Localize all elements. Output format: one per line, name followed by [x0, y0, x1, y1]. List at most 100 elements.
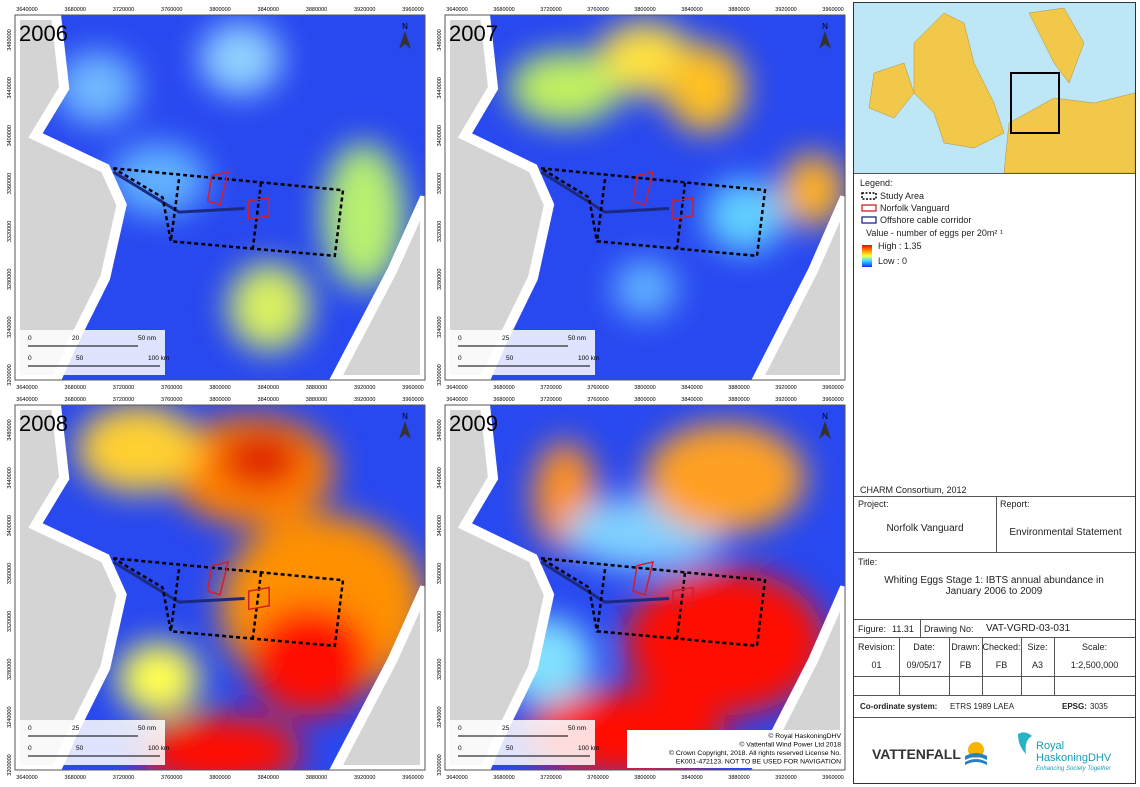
scale-label: 0 — [28, 355, 32, 362]
year-label: 2008 — [19, 411, 68, 436]
x-tick-label: 3960000 — [402, 385, 423, 391]
scale-label: 50 nm — [568, 335, 586, 342]
heat-blob — [665, 44, 745, 132]
title-row: Title: Whiting Eggs Stage 1: IBTS annual… — [854, 552, 1135, 619]
x-tick-label: 3640000 — [16, 7, 37, 13]
x-tick-label: 3720000 — [540, 7, 561, 13]
y-tick-label: 3440000 — [7, 77, 13, 98]
report: Environmental Statement — [996, 527, 1135, 538]
revision-header: Checked: — [982, 642, 1021, 652]
royal-logo: Royal — [1036, 740, 1064, 752]
x-tick-label: 3800000 — [634, 397, 655, 403]
y-tick-label: 3280000 — [437, 659, 443, 680]
y-tick-label: 3280000 — [437, 269, 443, 290]
x-tick-label: 3880000 — [728, 775, 749, 781]
x-tick-label: 3920000 — [354, 385, 375, 391]
haskoning-logo: HaskoningDHV — [1036, 752, 1111, 764]
y-tick-label: 3280000 — [7, 269, 13, 290]
x-tick-label: 3640000 — [446, 775, 467, 781]
label: Co-ordinate system: — [860, 702, 937, 711]
x-tick-label: 3640000 — [16, 775, 37, 781]
scale-label: 0 — [28, 725, 32, 732]
x-tick-label: 3880000 — [728, 7, 749, 13]
drawing-no: VAT-VGRD-03-031 — [986, 623, 1070, 634]
y-tick-label: 3480000 — [7, 419, 13, 440]
scale-label: 0 — [28, 335, 32, 342]
y-tick-label: 3400000 — [437, 125, 443, 146]
epsg: 3035 — [1090, 702, 1108, 711]
revision-value: FB — [982, 660, 1021, 670]
x-tick-label: 3920000 — [354, 397, 375, 403]
x-tick-label: 3720000 — [113, 385, 134, 391]
map-body — [445, 15, 845, 380]
y-tick-label: 3200000 — [7, 754, 13, 775]
copyright: © Crown Copyright, 2018. All rights rese… — [669, 749, 841, 757]
x-tick-label: 3760000 — [161, 7, 182, 13]
revision-header: Size: — [1021, 642, 1054, 652]
map-panel: 2007N36400003640000368000036800003720000… — [437, 7, 845, 391]
north-label: N — [822, 412, 828, 421]
scale-label: 50 — [506, 355, 514, 362]
revision-value: 09/05/17 — [899, 660, 949, 670]
x-tick-label: 3920000 — [775, 7, 796, 13]
y-tick-label: 3480000 — [437, 29, 443, 50]
north-label: N — [822, 22, 828, 31]
legend: Legend: Study Area Norfolk Vanguard Offs… — [854, 173, 1135, 496]
revision-table: Revision:01Date:09/05/17Drawn:FBChecked:… — [854, 637, 1135, 695]
legend-item: Study Area — [880, 191, 924, 201]
x-tick-label: 3960000 — [402, 7, 423, 13]
scale-label: 20 — [72, 335, 80, 342]
scale-label: 50 nm — [138, 725, 156, 732]
y-tick-label: 3400000 — [7, 125, 13, 146]
x-tick-label: 3800000 — [634, 385, 655, 391]
x-tick-label: 3880000 — [728, 385, 749, 391]
side-panel: Legend: Study Area Norfolk Vanguard Offs… — [853, 2, 1136, 784]
x-tick-label: 3920000 — [354, 7, 375, 13]
coord-row: Co-ordinate system: ETRS 1989 LAEA EPSG:… — [854, 695, 1135, 717]
x-tick-label: 3640000 — [446, 7, 467, 13]
x-tick-label: 3960000 — [822, 397, 843, 403]
scale-label: 50 — [76, 745, 84, 752]
scale-label: 0 — [458, 725, 462, 732]
logos: VATTENFALL Royal HaskoningDHV Enhancing … — [854, 717, 1135, 783]
legend-low: Low : 0 — [878, 256, 907, 266]
y-tick-label: 3280000 — [7, 659, 13, 680]
x-tick-label: 3840000 — [681, 7, 702, 13]
label: Project: — [858, 499, 889, 509]
divider — [982, 638, 983, 696]
heat-blob — [645, 423, 805, 533]
north-label: N — [402, 412, 408, 421]
copyright: EK001-472123. NOT TO BE USED FOR NAVIGAT… — [676, 759, 841, 766]
x-tick-label: 3640000 — [16, 385, 37, 391]
x-tick-label: 3720000 — [540, 385, 561, 391]
y-tick-label: 3400000 — [437, 515, 443, 536]
y-tick-label: 3440000 — [437, 77, 443, 98]
label: Drawing No: — [924, 624, 974, 634]
y-tick-label: 3400000 — [7, 515, 13, 536]
copyright: © Vattenfall Wind Power Ltd 2018 — [739, 741, 841, 749]
scale-label: 0 — [458, 355, 462, 362]
revision-header: Drawn: — [949, 642, 982, 652]
title: Whiting Eggs Stage 1: IBTS annual abunda… — [884, 575, 1104, 597]
x-tick-label: 3640000 — [446, 397, 467, 403]
x-tick-label: 3960000 — [822, 385, 843, 391]
divider — [1054, 638, 1055, 696]
y-tick-label: 3320000 — [437, 611, 443, 632]
heat-blob — [249, 606, 372, 716]
project: Norfolk Vanguard — [854, 523, 996, 534]
revision-header: Date: — [899, 642, 949, 652]
y-tick-label: 3240000 — [7, 706, 13, 727]
figure-row: Figure: 11.31 Drawing No: VAT-VGRD-03-03… — [854, 619, 1135, 637]
vattenfall-mark — [962, 740, 990, 766]
x-tick-label: 3720000 — [113, 775, 134, 781]
x-tick-label: 3760000 — [587, 775, 608, 781]
x-tick-label: 3840000 — [258, 7, 279, 13]
x-tick-label: 3840000 — [681, 775, 702, 781]
y-tick-label: 3360000 — [437, 173, 443, 194]
scale-label: 0 — [458, 745, 462, 752]
y-tick-label: 3320000 — [7, 221, 13, 242]
heat-blob — [200, 22, 282, 95]
y-tick-label: 3200000 — [437, 364, 443, 385]
y-tick-label: 3320000 — [437, 221, 443, 242]
